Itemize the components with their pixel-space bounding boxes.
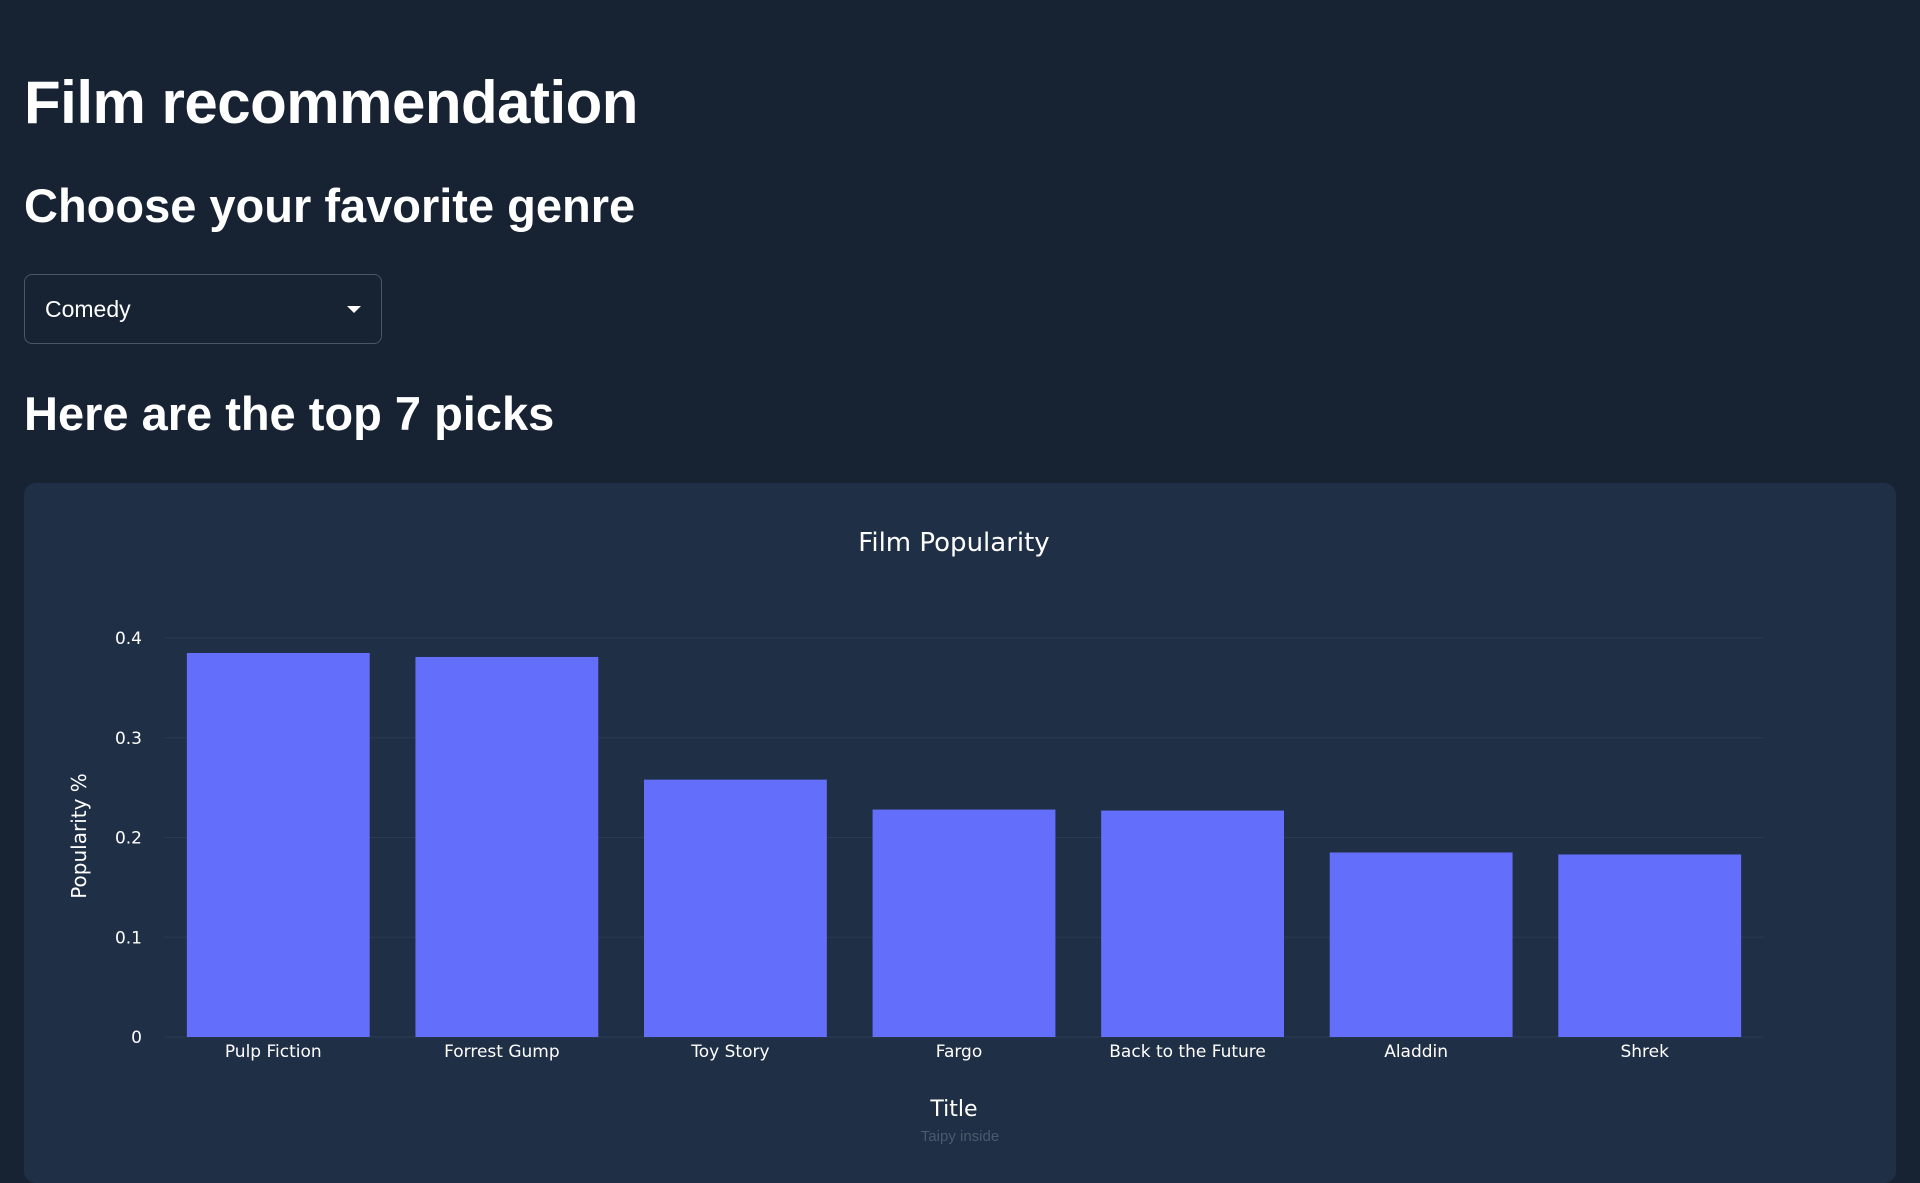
chart-card: Film Popularity Pulp Fiction Forrest Gump… (24, 483, 1896, 1183)
x-tick-label: Forrest Gump (444, 1042, 560, 1062)
y-tick-label: 0.4 (115, 629, 142, 649)
x-tick-label: Fargo (936, 1042, 983, 1062)
genre-select-value: Comedy (45, 295, 131, 322)
page-title: Film recommendation (24, 69, 638, 136)
popularity-chart: Film Popularity Pulp Fiction Forrest Gump… (67, 528, 1764, 1122)
chart-bars (186, 652, 1742, 1037)
genre-prompt: Choose your favorite genre (24, 179, 636, 232)
x-axis-label: Title (929, 1097, 977, 1122)
bar[interactable] (415, 656, 599, 1037)
y-axis-label: Popularity % (67, 773, 91, 899)
chart-y-ticks: 0 0.1 0.2 0.3 0.4 (115, 629, 142, 1048)
y-tick-label: 0 (131, 1028, 142, 1048)
picks-heading: Here are the top 7 picks (24, 387, 555, 440)
x-tick-label: Aladdin (1384, 1042, 1448, 1062)
bar[interactable] (186, 652, 370, 1037)
footer-text: Taipy inside (920, 1128, 1000, 1145)
y-tick-label: 0.2 (115, 829, 142, 849)
y-tick-label: 0.3 (115, 729, 142, 749)
bar[interactable] (1101, 810, 1284, 1037)
caret-down-icon (347, 305, 361, 313)
x-tick-label: Back to the Future (1109, 1042, 1266, 1062)
y-tick-label: 0.1 (115, 928, 142, 948)
x-tick-label: Shrek (1620, 1042, 1669, 1062)
x-tick-label: Toy Story (690, 1042, 769, 1062)
bar[interactable] (1329, 852, 1513, 1037)
chart-title: Film Popularity (858, 528, 1049, 558)
bar[interactable] (872, 809, 1056, 1037)
x-tick-label: Pulp Fiction (225, 1042, 322, 1062)
chart-x-ticks: Pulp Fiction Forrest Gump Toy Story Fargo Ba… (225, 1042, 1669, 1062)
bar[interactable] (1558, 854, 1742, 1037)
bar[interactable] (644, 779, 827, 1037)
genre-select[interactable]: Comedy (24, 274, 382, 344)
